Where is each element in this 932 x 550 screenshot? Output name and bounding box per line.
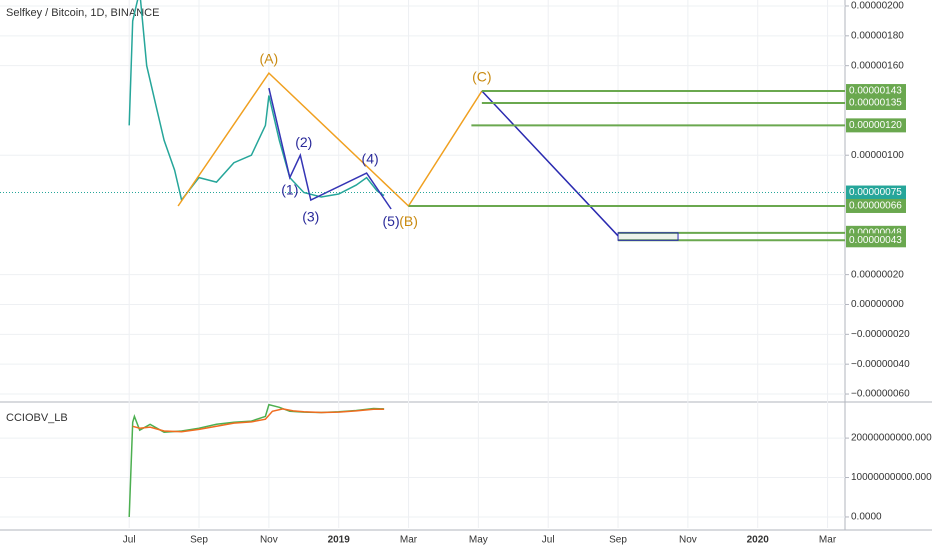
x-tick-label: Nov xyxy=(260,535,278,546)
wave-label: (3) xyxy=(302,209,319,225)
level-label: 0.00000120 xyxy=(849,120,902,131)
y-tick-label: 0.00000200 xyxy=(851,1,904,12)
x-tick-label: May xyxy=(469,535,488,546)
level-label: 0.00000135 xyxy=(849,98,902,109)
series-line xyxy=(481,90,619,237)
y-tick-label: 0.00000020 xyxy=(851,269,904,280)
x-tick-label: 2019 xyxy=(328,535,351,546)
current-price-badge xyxy=(846,185,906,200)
series-line xyxy=(177,71,483,208)
y-tick-label: 0.00000180 xyxy=(851,30,904,41)
current-price-label: 0.00000075 xyxy=(849,187,902,198)
wave-label: (C) xyxy=(472,68,491,84)
y-tick-label: −0.00000040 xyxy=(851,359,910,370)
x-tick-label: Mar xyxy=(400,535,418,546)
y-tick-label: 0.00000000 xyxy=(851,299,904,310)
wave-label: (A) xyxy=(260,50,279,66)
chart-title: Selfkey / Bitcoin, 1D, BINANCE xyxy=(6,7,159,19)
level-badge xyxy=(846,198,906,213)
level-badge xyxy=(846,84,906,99)
wave-label: (1) xyxy=(281,182,298,198)
level-badge xyxy=(846,233,906,248)
y-tick-label: 0.00000100 xyxy=(851,150,904,161)
x-tick-label: Jul xyxy=(542,535,555,546)
y-tick-label: 0.00000160 xyxy=(851,60,904,71)
level-badge xyxy=(846,95,906,110)
y-tick-label: 0.0000 xyxy=(851,512,882,523)
x-tick-label: Sep xyxy=(609,535,627,546)
wave-label: (B) xyxy=(399,213,418,229)
x-tick-label: 2020 xyxy=(747,535,770,546)
level-label: 0.00000143 xyxy=(849,86,902,97)
series-line xyxy=(132,408,385,433)
series-line xyxy=(128,0,385,202)
level-badge xyxy=(846,118,906,133)
wave-label: (5) xyxy=(383,213,400,229)
x-tick-label: Nov xyxy=(679,535,697,546)
y-tick-label: −0.00000060 xyxy=(851,389,910,400)
level-label: 0.00000066 xyxy=(849,201,902,212)
wave-label: (2) xyxy=(295,134,312,150)
wave-label: (4) xyxy=(362,150,379,166)
y-tick-label: 20000000000.0000 xyxy=(851,433,932,444)
level-label: 0.00000043 xyxy=(849,235,902,246)
y-tick-label: 10000000000.0000 xyxy=(851,472,932,483)
target-box xyxy=(617,232,679,241)
indicator-title: CCIOBV_LB xyxy=(6,412,68,424)
x-tick-label: Sep xyxy=(190,535,208,546)
level-label: 0.00000048 xyxy=(849,227,902,238)
x-tick-label: Mar xyxy=(819,535,837,546)
y-tick-label: −0.00000020 xyxy=(851,329,910,340)
series-line xyxy=(268,87,392,210)
x-tick-label: Jul xyxy=(123,535,136,546)
